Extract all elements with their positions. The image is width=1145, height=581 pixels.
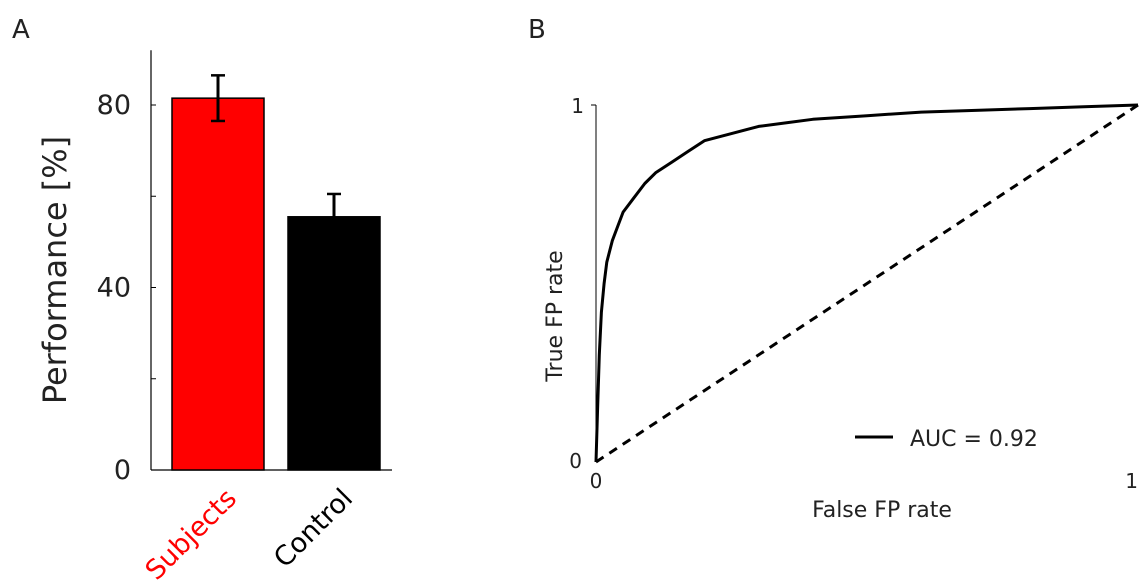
bar: [287, 216, 381, 471]
x-tick-label: Subjects: [140, 483, 243, 581]
y-axis-title: True FP rate: [543, 250, 568, 382]
x-tick-label: Control: [268, 483, 359, 574]
bar-chart: Performance [%] 0 40 80 Subjects Control: [36, 50, 392, 581]
y-axis-title: Performance [%]: [36, 136, 74, 404]
x-tick-label: 1: [1125, 469, 1138, 493]
roc-chart: True FP rate False FP rate AUC = 0.92 1 0…: [543, 94, 1139, 523]
y-tick-label: 0: [114, 455, 131, 486]
y-tick-label: 0: [569, 449, 582, 473]
y-tick-label: 1: [571, 94, 584, 118]
legend-label: AUC = 0.92: [910, 427, 1038, 452]
panel-label-a: A: [12, 15, 30, 45]
bar: [171, 97, 265, 471]
x-axis-title: False FP rate: [812, 498, 952, 523]
y-tick-label: 80: [97, 90, 131, 121]
x-tick-label: 0: [590, 469, 603, 493]
chance-line: [595, 103, 1139, 464]
y-tick-label: 40: [97, 273, 131, 304]
panel-label-b: B: [528, 15, 546, 45]
roc-curve: [594, 103, 1139, 463]
